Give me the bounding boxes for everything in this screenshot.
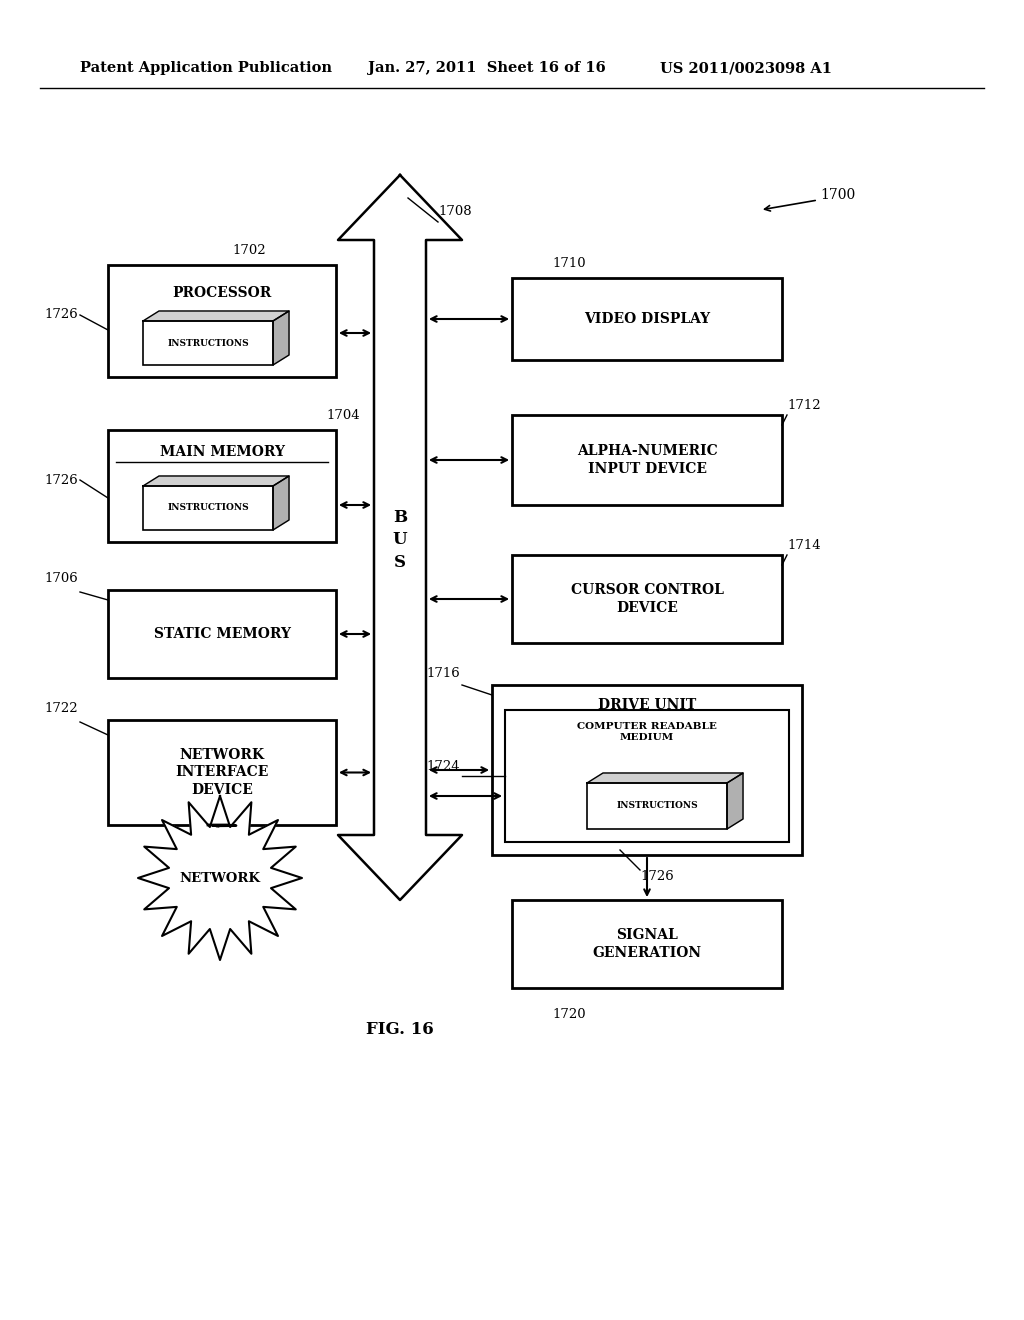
- Polygon shape: [143, 477, 289, 486]
- Text: COMPUTER READABLE
MEDIUM: COMPUTER READABLE MEDIUM: [578, 722, 717, 742]
- Bar: [512, 279, 782, 360]
- Bar: [505, 710, 790, 842]
- Text: 1712: 1712: [787, 399, 820, 412]
- Bar: [108, 590, 336, 678]
- Text: 1706: 1706: [44, 572, 78, 585]
- Bar: [143, 486, 273, 531]
- Text: 1716: 1716: [426, 667, 460, 680]
- Text: SIGNAL
GENERATION: SIGNAL GENERATION: [593, 928, 701, 960]
- Polygon shape: [138, 796, 302, 960]
- Text: CURSOR CONTROL
DEVICE: CURSOR CONTROL DEVICE: [570, 583, 723, 615]
- Text: 1722: 1722: [44, 702, 78, 715]
- Polygon shape: [273, 312, 289, 366]
- Text: INSTRUCTIONS: INSTRUCTIONS: [616, 801, 697, 810]
- Text: Patent Application Publication: Patent Application Publication: [80, 61, 332, 75]
- Text: 1710: 1710: [552, 257, 586, 271]
- Bar: [492, 685, 802, 855]
- Text: INSTRUCTIONS: INSTRUCTIONS: [167, 338, 249, 347]
- Text: 1714: 1714: [787, 539, 820, 552]
- Text: 1724: 1724: [426, 759, 460, 772]
- Polygon shape: [273, 477, 289, 531]
- Text: INSTRUCTIONS: INSTRUCTIONS: [167, 503, 249, 512]
- Text: 1700: 1700: [820, 187, 855, 202]
- Bar: [108, 265, 336, 378]
- Text: NETWORK: NETWORK: [179, 871, 260, 884]
- Bar: [512, 554, 782, 643]
- Text: 1702: 1702: [232, 244, 265, 257]
- Text: VIDEO DISPLAY: VIDEO DISPLAY: [584, 312, 710, 326]
- Text: 1720: 1720: [552, 1008, 586, 1020]
- Bar: [108, 430, 336, 543]
- Text: ALPHA-NUMERIC
INPUT DEVICE: ALPHA-NUMERIC INPUT DEVICE: [577, 445, 718, 475]
- Text: MAIN MEMORY: MAIN MEMORY: [160, 445, 285, 459]
- Text: 1704: 1704: [326, 409, 359, 422]
- Text: 1726: 1726: [44, 474, 78, 487]
- Bar: [512, 900, 782, 987]
- Text: FIG. 16: FIG. 16: [367, 1022, 434, 1039]
- Text: PROCESSOR: PROCESSOR: [172, 286, 271, 300]
- Text: STATIC MEMORY: STATIC MEMORY: [154, 627, 291, 642]
- Bar: [587, 783, 727, 829]
- Polygon shape: [143, 312, 289, 321]
- Text: 1726: 1726: [44, 309, 78, 322]
- Bar: [512, 414, 782, 506]
- Text: US 2011/0023098 A1: US 2011/0023098 A1: [660, 61, 831, 75]
- Bar: [143, 321, 273, 366]
- Text: NETWORK
INTERFACE
DEVICE: NETWORK INTERFACE DEVICE: [175, 748, 268, 797]
- Text: 1708: 1708: [438, 205, 472, 218]
- Text: DRIVE UNIT: DRIVE UNIT: [598, 698, 696, 711]
- Polygon shape: [587, 774, 743, 783]
- Polygon shape: [727, 774, 743, 829]
- Text: B
U
S: B U S: [392, 510, 408, 570]
- Text: Jan. 27, 2011  Sheet 16 of 16: Jan. 27, 2011 Sheet 16 of 16: [368, 61, 606, 75]
- Text: 1726: 1726: [640, 870, 674, 883]
- Bar: [108, 719, 336, 825]
- Polygon shape: [338, 176, 462, 900]
